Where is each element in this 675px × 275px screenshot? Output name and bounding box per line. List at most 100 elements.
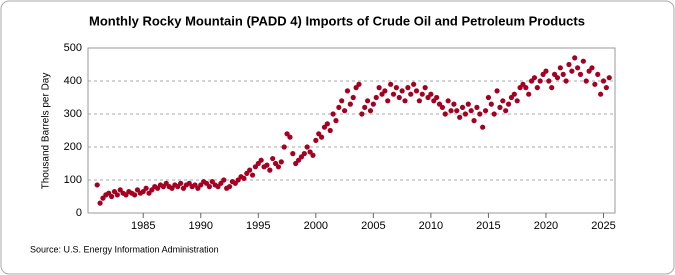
data-point bbox=[318, 134, 325, 140]
data-point bbox=[330, 111, 336, 117]
data-point bbox=[554, 75, 561, 81]
data-point bbox=[592, 81, 598, 87]
data-point bbox=[471, 118, 477, 124]
data-point bbox=[370, 101, 376, 107]
data-point bbox=[267, 167, 273, 173]
data-point bbox=[304, 144, 310, 150]
data-point bbox=[226, 184, 233, 190]
data-point bbox=[258, 157, 264, 163]
data-point bbox=[356, 81, 362, 87]
data-point bbox=[336, 104, 342, 110]
x-tick-label: 2015 bbox=[476, 220, 500, 232]
data-point bbox=[278, 159, 284, 165]
data-point bbox=[143, 185, 149, 191]
data-point bbox=[94, 182, 100, 188]
data-point bbox=[396, 94, 402, 101]
data-point bbox=[543, 68, 549, 74]
data-point bbox=[333, 118, 339, 124]
data-point bbox=[382, 88, 388, 94]
data-point bbox=[428, 91, 434, 97]
data-point bbox=[178, 180, 184, 186]
data-point bbox=[474, 104, 480, 110]
data-point bbox=[500, 98, 506, 104]
data-point bbox=[477, 111, 483, 117]
data-point bbox=[589, 65, 595, 71]
data-point bbox=[491, 111, 497, 117]
data-point bbox=[405, 85, 411, 91]
data-point bbox=[557, 65, 563, 71]
data-point bbox=[373, 94, 379, 101]
plot-border bbox=[87, 47, 616, 214]
data-point bbox=[442, 111, 448, 117]
data-point bbox=[595, 71, 601, 77]
x-tick-label: 1990 bbox=[189, 220, 213, 232]
data-point bbox=[264, 162, 270, 168]
data-point bbox=[526, 91, 532, 97]
data-point bbox=[390, 91, 397, 97]
data-point bbox=[419, 91, 425, 97]
data-point bbox=[270, 155, 276, 162]
data-point bbox=[451, 101, 457, 107]
data-point bbox=[399, 88, 405, 94]
data-point bbox=[580, 58, 586, 64]
data-point bbox=[247, 167, 253, 173]
data-point bbox=[114, 192, 120, 198]
data-point bbox=[577, 71, 584, 77]
x-tick-label: 2000 bbox=[304, 220, 328, 232]
data-point bbox=[290, 151, 296, 157]
data-point bbox=[560, 71, 566, 77]
data-point bbox=[480, 124, 486, 130]
data-point bbox=[411, 81, 417, 87]
data-point bbox=[367, 108, 374, 114]
data-point bbox=[549, 85, 555, 91]
data-point bbox=[359, 111, 365, 117]
x-tick-label: 2020 bbox=[534, 220, 558, 232]
data-point bbox=[485, 94, 492, 101]
x-tick-label: 2005 bbox=[361, 220, 385, 232]
data-point bbox=[505, 101, 512, 107]
data-point bbox=[575, 65, 581, 71]
data-point bbox=[350, 94, 356, 101]
data-point bbox=[439, 104, 446, 110]
data-point bbox=[376, 85, 382, 91]
data-point bbox=[514, 98, 520, 104]
data-point bbox=[445, 98, 451, 104]
data-point bbox=[97, 200, 103, 206]
y-tick-label: 200 bbox=[64, 141, 82, 153]
data-point bbox=[563, 78, 569, 84]
data-point bbox=[388, 81, 394, 87]
data-point bbox=[301, 151, 307, 157]
data-point bbox=[566, 61, 572, 68]
x-tick-label: 2010 bbox=[419, 220, 443, 232]
data-point bbox=[531, 75, 538, 81]
data-point bbox=[275, 164, 282, 170]
data-point bbox=[221, 177, 227, 183]
data-point bbox=[362, 104, 368, 110]
data-point bbox=[393, 85, 399, 91]
data-point bbox=[606, 75, 612, 81]
chart-title: Monthly Rocky Mountain (PADD 4) Imports … bbox=[89, 13, 585, 28]
data-point bbox=[603, 85, 609, 91]
data-point bbox=[546, 78, 552, 84]
data-point bbox=[249, 172, 256, 178]
data-point bbox=[241, 175, 247, 181]
y-tick-label: 300 bbox=[64, 108, 82, 120]
data-point bbox=[572, 55, 578, 61]
data-point bbox=[287, 134, 293, 140]
y-tick-label: 400 bbox=[64, 75, 82, 87]
x-tick-label: 2025 bbox=[591, 220, 615, 232]
data-point bbox=[344, 88, 351, 94]
data-point bbox=[408, 91, 414, 97]
data-point bbox=[459, 104, 466, 110]
y-tick-label: 100 bbox=[64, 174, 82, 186]
data-point bbox=[310, 152, 316, 158]
data-point bbox=[482, 108, 489, 114]
data-point bbox=[281, 144, 287, 150]
data-point bbox=[341, 108, 348, 114]
y-tick-label: 0 bbox=[76, 207, 82, 219]
data-point bbox=[365, 98, 371, 104]
data-point bbox=[448, 108, 454, 114]
data-point bbox=[503, 108, 509, 114]
